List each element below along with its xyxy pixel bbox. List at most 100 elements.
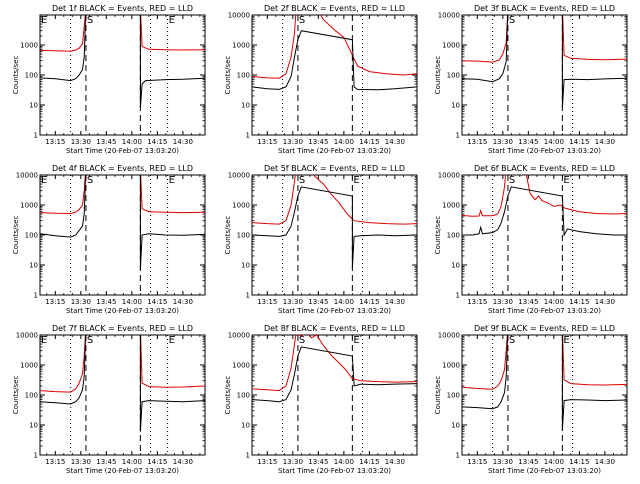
x-tick-label: 13:15: [467, 138, 487, 146]
y-tick-label: 1000: [232, 42, 250, 50]
panel-title: Det 1f BLACK = Events, RED = LLD: [52, 4, 193, 13]
x-tick-label: 13:30: [283, 458, 303, 466]
y-tick-label: 10000: [228, 172, 250, 180]
x-tick-label: 14:30: [173, 298, 193, 306]
x-tick-label: 13:45: [96, 458, 116, 466]
lld-series-line: [252, 175, 417, 225]
panel-det-2f: Det 2f BLACK = Events, RED = LLD 1 10 100 10…: [224, 4, 418, 155]
events-series-line: [40, 15, 205, 108]
y-tick-label: 1000: [442, 362, 460, 370]
plot-frame: [39, 334, 206, 456]
time-marker-label: S: [509, 15, 515, 26]
y-tick-label: 1000: [232, 202, 250, 210]
time-marker-label: E: [169, 15, 175, 26]
x-tick-label: 14:15: [569, 138, 589, 146]
x-tick-label: 13:30: [71, 138, 91, 146]
x-tick-label: 14:15: [359, 298, 379, 306]
x-axis-label: Start Time (20-Feb-07 13:03:20): [488, 147, 601, 155]
events-series-line: [252, 30, 417, 91]
lld-series-line: [40, 15, 205, 52]
panel-title: Det 2f BLACK = Events, RED = LLD: [264, 4, 405, 13]
events-series-line: [462, 335, 627, 430]
y-tick-label: 1000: [20, 362, 38, 370]
panel-det-9f: Det 9f BLACK = Events, RED = LLD 1 10 100 10…: [434, 324, 628, 475]
y-tick-label: 1: [456, 132, 460, 140]
y-tick-label: 10000: [16, 172, 38, 180]
y-tick-label: 10000: [438, 12, 460, 20]
y-axis-label: Counts/sec: [12, 216, 20, 255]
y-tick-label: 1: [34, 132, 38, 140]
y-tick-label: 10000: [16, 332, 38, 340]
events-series-line: [252, 186, 417, 268]
y-tick-label: 100: [447, 232, 460, 240]
time-marker-label: S: [87, 15, 93, 26]
x-tick-label: 14:15: [147, 458, 167, 466]
x-tick-label: 14:00: [544, 138, 564, 146]
lld-series-line: [462, 15, 627, 63]
y-tick-label: 10: [241, 102, 250, 110]
events-series-line: [462, 186, 627, 237]
time-marker-label: S: [299, 335, 305, 346]
x-tick-label: 14:00: [334, 458, 354, 466]
time-marker-label: E: [41, 335, 47, 346]
plot-frame: [461, 14, 628, 136]
panel-title: Det 9f BLACK = Events, RED = LLD: [474, 324, 615, 333]
events-series-line: [252, 346, 417, 403]
x-axis-label: Start Time (20-Feb-07 13:03:20): [66, 467, 179, 475]
x-axis-label: Start Time (20-Feb-07 13:03:20): [278, 147, 391, 155]
time-marker-label: E: [563, 335, 569, 346]
x-tick-label: 13:45: [308, 138, 328, 146]
y-tick-label: 100: [25, 72, 38, 80]
x-tick-label: 13:45: [518, 298, 538, 306]
x-tick-label: 13:45: [308, 458, 328, 466]
x-tick-label: 14:30: [385, 298, 405, 306]
events-series-line: [462, 15, 627, 108]
time-marker-label: E: [41, 15, 47, 26]
plot-frame: [251, 14, 418, 136]
lld-series-line: [40, 175, 205, 215]
x-tick-label: 14:15: [569, 458, 589, 466]
x-tick-label: 13:45: [308, 298, 328, 306]
x-tick-label: 13:30: [283, 138, 303, 146]
plot-frame: [461, 334, 628, 456]
x-tick-label: 13:30: [71, 458, 91, 466]
time-marker-label: E: [169, 175, 175, 186]
x-tick-label: 14:00: [544, 458, 564, 466]
x-tick-label: 14:15: [569, 298, 589, 306]
x-tick-label: 14:15: [359, 458, 379, 466]
y-tick-label: 100: [25, 232, 38, 240]
panel-title: Det 8f BLACK = Events, RED = LLD: [264, 324, 405, 333]
x-tick-label: 13:15: [45, 298, 65, 306]
y-tick-label: 10: [451, 422, 460, 430]
y-tick-label: 10: [29, 102, 38, 110]
y-axis-label: Counts/sec: [224, 56, 232, 95]
y-tick-label: 1: [34, 292, 38, 300]
y-tick-label: 1000: [20, 42, 38, 50]
panel-det-5f: Det 5f BLACK = Events, RED = LLD 1 10 100 10…: [224, 164, 418, 315]
time-marker-label: S: [509, 335, 515, 346]
time-marker-label: S: [87, 175, 93, 186]
x-tick-label: 14:30: [385, 458, 405, 466]
x-tick-label: 13:15: [257, 138, 277, 146]
y-tick-label: 100: [237, 392, 250, 400]
x-tick-label: 13:15: [45, 458, 65, 466]
x-tick-label: 13:15: [257, 458, 277, 466]
panel-det-7f: Det 7f BLACK = Events, RED = LLD 1 10 100 10…: [12, 324, 206, 475]
events-series-line: [40, 175, 205, 270]
panel-det-8f: Det 8f BLACK = Events, RED = LLD 1 10 100 10…: [224, 324, 418, 475]
y-tick-label: 1: [246, 452, 250, 460]
x-tick-label: 13:30: [493, 138, 513, 146]
y-axis-label: Counts/sec: [224, 376, 232, 415]
panel-det-1f: Det 1f BLACK = Events, RED = LLD 1 10 100 10…: [12, 4, 206, 155]
x-tick-label: 14:30: [173, 458, 193, 466]
panel-title: Det 3f BLACK = Events, RED = LLD: [474, 4, 615, 13]
panel-title: Det 4f BLACK = Events, RED = LLD: [52, 164, 193, 173]
events-series-line: [40, 335, 205, 432]
lld-series-line: [462, 335, 627, 390]
lld-series-line: [252, 335, 417, 392]
time-marker-label: S: [87, 335, 93, 346]
time-marker-label: E: [563, 175, 569, 186]
y-tick-label: 100: [237, 232, 250, 240]
lld-series-line: [40, 335, 205, 393]
